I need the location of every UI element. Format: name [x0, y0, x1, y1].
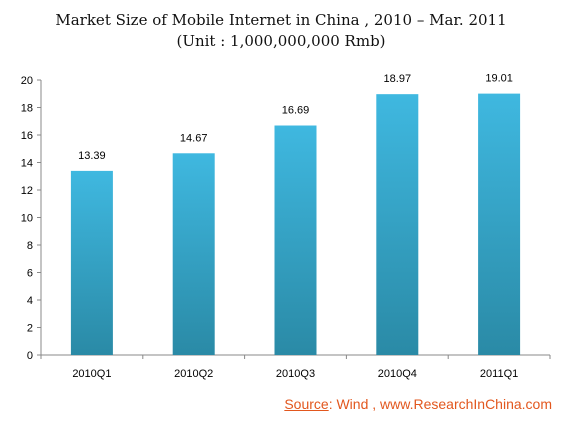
- chart-title: Market Size of Mobile Internet in China …: [55, 11, 507, 29]
- source-note: Source: Wind , www.ResearchInChina.com: [284, 396, 552, 412]
- bar-2010q1: [70, 170, 113, 355]
- y-tick-label: 2: [27, 323, 33, 335]
- y-tick-label: 14: [21, 158, 33, 170]
- data-label: 14.67: [180, 132, 208, 144]
- y-tick-label: 8: [27, 240, 33, 252]
- bar-2010q3: [274, 125, 317, 355]
- x-tick-label: 2011Q1: [480, 368, 518, 380]
- bar-2010q4: [376, 94, 419, 355]
- y-tick-label: 4: [27, 295, 33, 307]
- y-tick-label: 18: [21, 103, 33, 115]
- data-label: 19.01: [485, 73, 513, 85]
- data-label: 16.69: [282, 105, 310, 117]
- chart-subtitle: (Unit : 1,000,000,000 Rmb): [176, 32, 386, 50]
- axes: 0 2 4 6 8 10 12 14 16 18 20 2010Q1 2010Q2 2010Q3 2010Q…: [21, 75, 551, 380]
- y-tick-label: 10: [21, 213, 33, 225]
- data-label: 13.39: [78, 150, 106, 162]
- source-text: : Wind , www.ResearchInChina.com: [328, 396, 552, 412]
- bar-2011q1: [478, 93, 521, 356]
- y-tick-label: 0: [27, 350, 33, 362]
- x-tick-label: 2010Q1: [72, 368, 111, 380]
- y-tick-label: 20: [21, 75, 33, 87]
- x-tick-label: 2010Q2: [174, 368, 213, 380]
- x-tick-label: 2010Q4: [378, 368, 417, 380]
- y-tick-label: 16: [21, 130, 33, 142]
- data-label: 18.97: [384, 73, 412, 85]
- bars: [70, 93, 521, 356]
- y-tick-label: 6: [27, 268, 33, 280]
- source-label[interactable]: Source: [284, 396, 329, 412]
- data-labels: 13.39 14.67 16.69 18.97 19.01: [78, 73, 513, 162]
- x-tick-label: 2010Q3: [276, 368, 315, 380]
- y-tick-label: 12: [21, 185, 33, 197]
- bar-2010q2: [172, 153, 215, 355]
